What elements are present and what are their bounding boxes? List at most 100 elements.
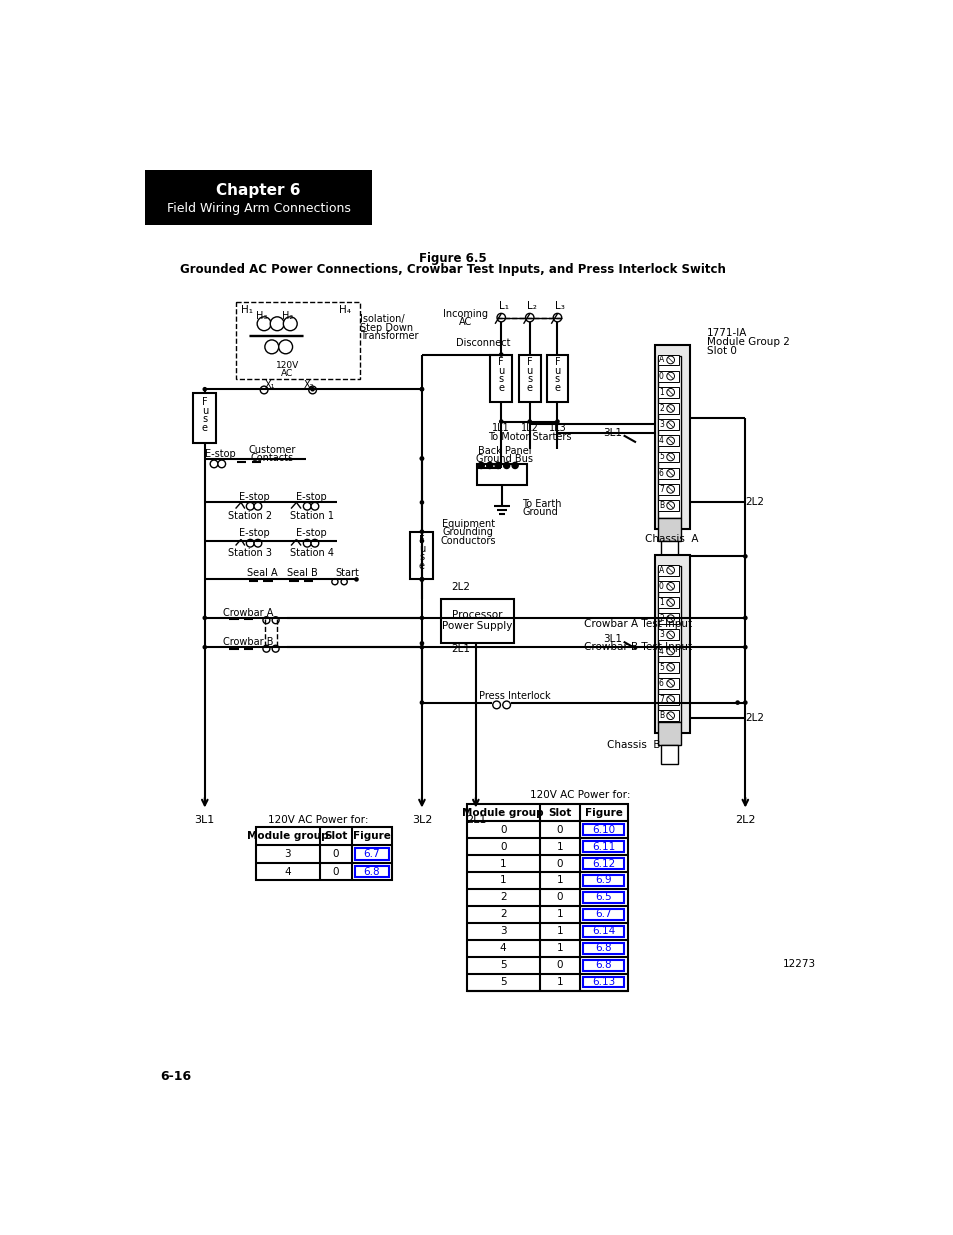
Text: Grounded AC Power Connections, Crowbar Test Inputs, and Press Interlock Switch: Grounded AC Power Connections, Crowbar T… xyxy=(179,263,725,277)
Text: Back Panel: Back Panel xyxy=(477,446,531,456)
Text: L₃: L₃ xyxy=(555,301,564,311)
Circle shape xyxy=(666,599,674,606)
Bar xyxy=(657,580,679,592)
Text: 3: 3 xyxy=(499,926,506,936)
Text: 3: 3 xyxy=(659,420,663,429)
Text: s: s xyxy=(498,374,503,384)
Text: Crowbar A: Crowbar A xyxy=(223,608,274,618)
Text: u: u xyxy=(418,543,425,553)
Bar xyxy=(657,662,679,673)
Bar xyxy=(657,419,679,430)
Bar xyxy=(546,354,568,403)
Circle shape xyxy=(246,503,253,510)
Circle shape xyxy=(272,645,279,652)
Circle shape xyxy=(210,461,217,468)
Text: 6.11: 6.11 xyxy=(592,841,615,852)
Text: 3L1: 3L1 xyxy=(194,815,214,825)
Text: 6.14: 6.14 xyxy=(592,926,615,936)
Text: Figure 6.5: Figure 6.5 xyxy=(418,252,486,264)
Text: 4: 4 xyxy=(659,646,663,656)
Bar xyxy=(582,841,624,852)
Text: 2: 2 xyxy=(659,614,663,624)
Text: A: A xyxy=(659,356,663,364)
Text: e: e xyxy=(418,561,424,571)
Text: F: F xyxy=(526,357,532,367)
Text: 6.10: 6.10 xyxy=(592,825,615,835)
Circle shape xyxy=(202,615,207,620)
Circle shape xyxy=(303,503,311,510)
Text: 6.13: 6.13 xyxy=(592,977,615,987)
Text: 120V AC Power for:: 120V AC Power for: xyxy=(529,790,629,800)
Circle shape xyxy=(666,389,674,396)
Text: 3L2: 3L2 xyxy=(412,815,432,825)
Text: Seal B: Seal B xyxy=(287,568,317,578)
Text: 1771-IA: 1771-IA xyxy=(706,329,746,338)
Text: 6.8: 6.8 xyxy=(363,867,380,877)
Bar xyxy=(657,614,679,624)
Circle shape xyxy=(497,314,505,322)
Bar xyxy=(660,541,678,561)
Circle shape xyxy=(477,462,484,468)
Circle shape xyxy=(666,501,674,509)
Text: 6.8: 6.8 xyxy=(595,944,611,953)
Text: 1: 1 xyxy=(556,909,562,919)
Bar xyxy=(657,646,679,656)
Circle shape xyxy=(666,421,674,429)
Circle shape xyxy=(263,616,270,624)
Text: 2L2: 2L2 xyxy=(451,582,470,592)
Text: E-stop: E-stop xyxy=(239,529,270,538)
Bar xyxy=(476,464,527,485)
Text: Crowbar B: Crowbar B xyxy=(223,637,274,647)
Bar xyxy=(518,354,540,403)
Text: Chapter 6: Chapter 6 xyxy=(216,183,300,198)
Text: 2L1: 2L1 xyxy=(451,643,470,653)
Bar xyxy=(582,960,624,971)
Text: AC: AC xyxy=(281,368,293,378)
Text: 120V: 120V xyxy=(275,361,298,369)
Circle shape xyxy=(666,695,674,704)
Circle shape xyxy=(419,538,424,543)
Text: 2L2: 2L2 xyxy=(735,815,755,825)
Circle shape xyxy=(666,679,674,687)
Text: Station 4: Station 4 xyxy=(290,548,334,558)
Bar xyxy=(582,977,624,988)
Text: 1: 1 xyxy=(659,388,663,396)
Bar xyxy=(658,517,680,541)
Circle shape xyxy=(278,340,293,353)
Circle shape xyxy=(354,577,358,582)
Circle shape xyxy=(498,352,503,357)
Bar xyxy=(235,303,360,379)
Circle shape xyxy=(666,631,674,638)
Circle shape xyxy=(666,567,674,574)
Circle shape xyxy=(493,701,500,709)
Text: 2: 2 xyxy=(659,404,663,412)
Text: 12273: 12273 xyxy=(781,960,815,969)
Text: 5: 5 xyxy=(659,663,663,672)
Circle shape xyxy=(742,555,747,558)
Text: Start: Start xyxy=(335,568,359,578)
Text: 7: 7 xyxy=(659,695,663,704)
Text: 1: 1 xyxy=(499,858,506,868)
Text: 1: 1 xyxy=(556,977,562,987)
Circle shape xyxy=(419,615,424,620)
Text: L₂: L₂ xyxy=(527,301,537,311)
Text: B: B xyxy=(659,711,663,720)
Circle shape xyxy=(527,419,532,424)
Text: Slot 0: Slot 0 xyxy=(706,347,736,357)
Circle shape xyxy=(666,356,674,364)
Bar xyxy=(657,710,679,721)
Circle shape xyxy=(419,641,424,646)
Text: Station 2: Station 2 xyxy=(228,511,272,521)
Text: Equipment: Equipment xyxy=(441,519,495,529)
Text: Module group: Module group xyxy=(462,808,543,818)
Text: X₂: X₂ xyxy=(303,380,314,390)
Circle shape xyxy=(666,615,674,622)
Text: Chassis  A: Chassis A xyxy=(645,535,699,545)
Bar xyxy=(657,597,679,608)
Text: Contacts: Contacts xyxy=(250,453,293,463)
Text: 1L1: 1L1 xyxy=(492,422,510,432)
Text: 0: 0 xyxy=(332,848,338,858)
Text: 0: 0 xyxy=(556,960,562,971)
Text: H₂: H₂ xyxy=(281,311,293,321)
Text: 1: 1 xyxy=(556,841,562,852)
